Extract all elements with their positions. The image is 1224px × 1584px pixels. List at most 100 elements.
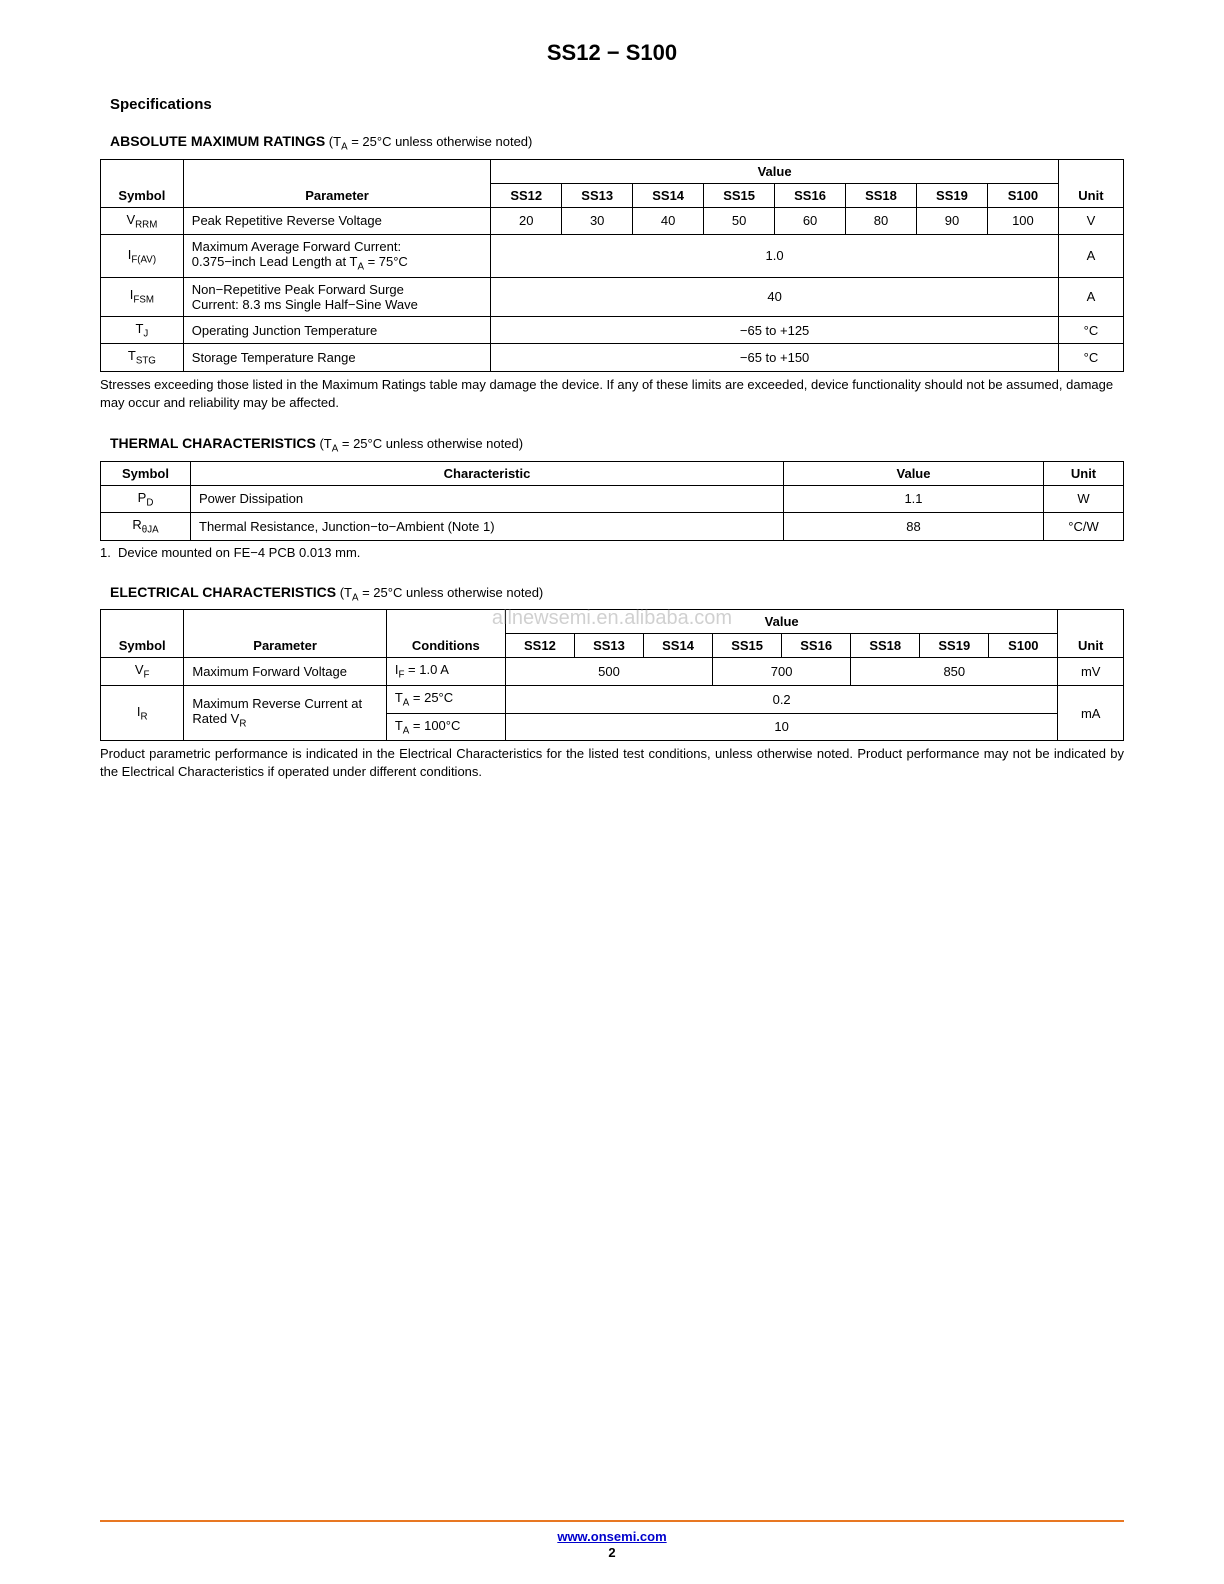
thermal-footnote: 1.Device mounted on FE−4 PCB 0.013 mm. (100, 545, 1124, 560)
amr-unit: A (1058, 277, 1123, 316)
footer-page-number: 2 (0, 1545, 1224, 1560)
amr-value: 1.0 (491, 235, 1059, 278)
amr-value: 50 (704, 207, 775, 235)
amr-symbol: IF(AV) (101, 235, 184, 278)
thermal-characteristic: Thermal Resistance, Junction−to−Ambient … (191, 513, 784, 541)
elec-unit: mA (1058, 686, 1124, 741)
elec-value: 850 (851, 658, 1058, 686)
elec-footnote: Product parametric performance is indica… (100, 745, 1124, 780)
thermal-unit: °C/W (1044, 513, 1124, 541)
table-row: TJOperating Junction Temperature−65 to +… (101, 316, 1124, 344)
amr-value: 40 (633, 207, 704, 235)
amr-parameter: Maximum Average Forward Current:0.375−in… (183, 235, 490, 278)
thermal-value: 88 (784, 513, 1044, 541)
elec-symbol: IR (101, 686, 184, 741)
amr-symbol: TJ (101, 316, 184, 344)
elec-part-header: SS14 (644, 634, 713, 658)
elec-value: 0.2 (505, 686, 1058, 714)
amr-table: Symbol Parameter Value Unit SS12SS13SS14… (100, 159, 1124, 372)
amr-symbol: VRRM (101, 207, 184, 235)
elec-title-note: (TA = 25°C unless otherwise noted) (336, 585, 543, 600)
elec-part-header: SS18 (851, 634, 920, 658)
amr-value: 80 (846, 207, 917, 235)
elec-condition: IF = 1.0 A (386, 658, 505, 686)
amr-part-header: SS12 (491, 183, 562, 207)
elec-value: 500 (505, 658, 712, 686)
amr-value: 20 (491, 207, 562, 235)
thermal-h-unit: Unit (1044, 461, 1124, 485)
amr-h-symbol: Symbol (101, 159, 184, 207)
amr-h-value: Value (491, 159, 1059, 183)
amr-parameter: Operating Junction Temperature (183, 316, 490, 344)
elec-title-bold: ELECTRICAL CHARACTERISTICS (110, 584, 336, 600)
amr-part-header: S100 (987, 183, 1058, 207)
elec-part-header: SS12 (505, 634, 574, 658)
thermal-h-symbol: Symbol (101, 461, 191, 485)
amr-symbol: IFSM (101, 277, 184, 316)
table-row: IF(AV)Maximum Average Forward Current:0.… (101, 235, 1124, 278)
amr-value: 100 (987, 207, 1058, 235)
amr-title-note: (TA = 25°C unless otherwise noted) (325, 134, 532, 149)
table-row: PDPower Dissipation1.1W (101, 485, 1124, 513)
amr-unit: V (1058, 207, 1123, 235)
doc-title: SS12 − S100 (100, 40, 1124, 66)
amr-part-header: SS16 (775, 183, 846, 207)
thermal-table: Symbol Characteristic Value Unit PDPower… (100, 461, 1124, 541)
elec-condition: TA = 25°C (386, 686, 505, 714)
amr-h-unit: Unit (1058, 159, 1123, 207)
elec-part-header: SS13 (574, 634, 643, 658)
elec-h-unit: Unit (1058, 610, 1124, 658)
amr-value: 60 (775, 207, 846, 235)
thermal-value: 1.1 (784, 485, 1044, 513)
thermal-unit: W (1044, 485, 1124, 513)
thermal-characteristic: Power Dissipation (191, 485, 784, 513)
table-row: RθJAThermal Resistance, Junction−to−Ambi… (101, 513, 1124, 541)
amr-value: −65 to +150 (491, 344, 1059, 372)
amr-part-header: SS15 (704, 183, 775, 207)
amr-part-header: SS13 (562, 183, 633, 207)
amr-value: 30 (562, 207, 633, 235)
elec-part-header: SS19 (920, 634, 989, 658)
amr-footnote: Stresses exceeding those listed in the M… (100, 376, 1124, 411)
elec-part-header: SS16 (782, 634, 851, 658)
elec-value: 10 (505, 713, 1058, 741)
elec-part-header: SS15 (713, 634, 782, 658)
amr-value: −65 to +125 (491, 316, 1059, 344)
elec-part-header: S100 (989, 634, 1058, 658)
thermal-title-note: (TA = 25°C unless otherwise noted) (316, 436, 523, 451)
footer-rule (100, 1520, 1124, 1522)
table-row: VRRMPeak Repetitive Reverse Voltage20304… (101, 207, 1124, 235)
amr-parameter: Non−Repetitive Peak Forward SurgeCurrent… (183, 277, 490, 316)
elec-symbol: VF (101, 658, 184, 686)
footer-link[interactable]: www.onsemi.com (0, 1529, 1224, 1544)
amr-parameter: Peak Repetitive Reverse Voltage (183, 207, 490, 235)
thermal-title-bold: THERMAL CHARACTERISTICS (110, 435, 316, 451)
elec-table: Symbol Parameter Conditions Value Unit S… (100, 609, 1124, 741)
amr-value: 40 (491, 277, 1059, 316)
thermal-title: THERMAL CHARACTERISTICS (TA = 25°C unles… (110, 435, 1124, 455)
elec-h-symbol: Symbol (101, 610, 184, 658)
table-row: VFMaximum Forward VoltageIF = 1.0 A50070… (101, 658, 1124, 686)
amr-parameter: Storage Temperature Range (183, 344, 490, 372)
amr-part-header: SS19 (916, 183, 987, 207)
amr-title-bold: ABSOLUTE MAXIMUM RATINGS (110, 133, 325, 149)
elec-unit: mV (1058, 658, 1124, 686)
amr-unit: A (1058, 235, 1123, 278)
table-row: TSTGStorage Temperature Range−65 to +150… (101, 344, 1124, 372)
amr-h-parameter: Parameter (183, 159, 490, 207)
table-row: IFSMNon−Repetitive Peak Forward SurgeCur… (101, 277, 1124, 316)
elec-title: ELECTRICAL CHARACTERISTICS (TA = 25°C un… (110, 584, 1124, 604)
elec-h-conditions: Conditions (386, 610, 505, 658)
section-heading: Specifications (110, 96, 1124, 113)
amr-value: 90 (916, 207, 987, 235)
elec-parameter: Maximum Forward Voltage (184, 658, 386, 686)
amr-title: ABSOLUTE MAXIMUM RATINGS (TA = 25°C unle… (110, 133, 1124, 153)
elec-h-parameter: Parameter (184, 610, 386, 658)
thermal-symbol: PD (101, 485, 191, 513)
elec-condition: TA = 100°C (386, 713, 505, 741)
table-row: IRMaximum Reverse Current at Rated VRTA … (101, 686, 1124, 714)
amr-part-header: SS14 (633, 183, 704, 207)
amr-part-header: SS18 (846, 183, 917, 207)
amr-symbol: TSTG (101, 344, 184, 372)
amr-unit: °C (1058, 344, 1123, 372)
